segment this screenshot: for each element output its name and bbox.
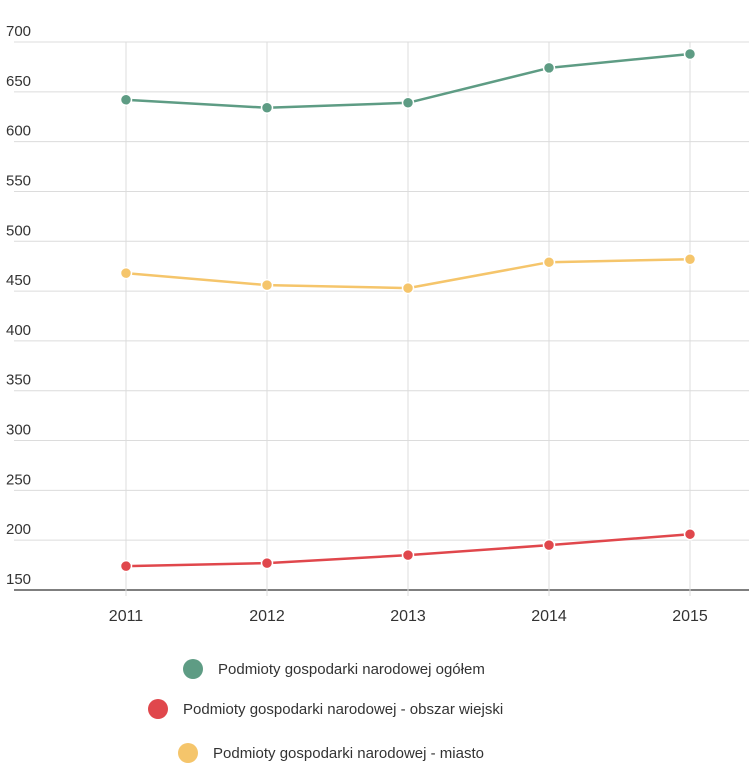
y-tick-label: 450 — [6, 272, 31, 289]
x-tick-label: 2014 — [531, 608, 567, 625]
legend-label-city: Podmioty gospodarki narodowej - miasto — [213, 744, 484, 762]
y-tick-label: 200 — [6, 521, 31, 538]
data-point[interactable] — [542, 255, 556, 269]
data-point[interactable] — [542, 538, 556, 552]
data-point[interactable] — [401, 281, 415, 295]
data-point[interactable] — [683, 527, 697, 541]
series-lines — [119, 47, 697, 573]
legend-item-rural: Podmioty gospodarki narodowej - obszar w… — [148, 695, 503, 723]
x-tick-label: 2011 — [109, 608, 144, 625]
legend-label-total: Podmioty gospodarki narodowej ogółem — [218, 660, 485, 678]
y-tick-label: 150 — [6, 571, 31, 588]
data-point[interactable] — [119, 559, 133, 573]
y-tick-label: 600 — [6, 123, 31, 140]
y-tick-label: 400 — [6, 322, 31, 339]
chart-plot: 700 650 600 550 500 450 400 350 300 250 200 150 2011… — [6, 23, 749, 625]
data-point[interactable] — [119, 266, 133, 280]
y-tick-label: 550 — [6, 172, 31, 189]
y-tick-label: 700 — [6, 23, 31, 40]
data-point[interactable] — [260, 556, 274, 570]
x-tick-label: 2013 — [390, 608, 426, 625]
axis-labels: 700 650 600 550 500 450 400 350 300 250 200 150 2011… — [6, 23, 708, 625]
legend-label-rural: Podmioty gospodarki narodowej - obszar w… — [183, 700, 504, 718]
y-tick-label: 300 — [6, 422, 31, 439]
legend-swatch-rural-icon — [148, 699, 168, 719]
data-point[interactable] — [542, 61, 556, 75]
data-point[interactable] — [683, 47, 697, 61]
legend-swatch-city-icon — [178, 743, 198, 763]
x-tick-label: 2012 — [249, 608, 285, 625]
legend-swatch-total-icon — [183, 659, 203, 679]
y-tick-label: 650 — [6, 73, 31, 90]
grid-lines — [14, 41, 749, 596]
y-tick-label: 500 — [6, 222, 31, 239]
y-tick-label: 250 — [6, 471, 31, 488]
x-tick-label: 2015 — [672, 608, 708, 625]
data-point[interactable] — [119, 93, 133, 107]
y-tick-label: 350 — [6, 372, 31, 389]
data-point[interactable] — [401, 548, 415, 562]
data-point[interactable] — [401, 96, 415, 110]
legend-item-total: Podmioty gospodarki narodowej ogółem — [183, 655, 485, 683]
data-point[interactable] — [683, 252, 697, 266]
data-point[interactable] — [260, 278, 274, 292]
data-point[interactable] — [260, 101, 274, 115]
legend-item-city: Podmioty gospodarki narodowej - miasto — [178, 739, 484, 767]
